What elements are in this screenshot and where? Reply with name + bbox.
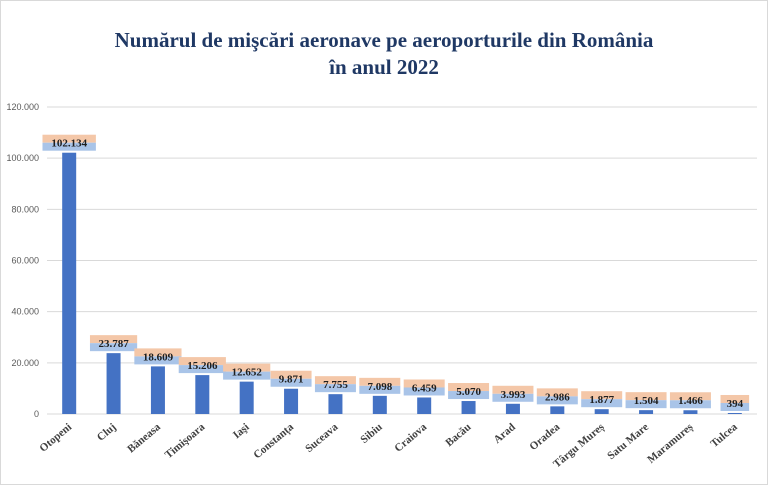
y-tick-label: 20.000 (11, 358, 39, 368)
data-label: 15.206 (187, 360, 218, 372)
y-tick-label: 100.000 (6, 153, 39, 163)
data-label-box-top (223, 363, 271, 372)
bar (683, 410, 698, 414)
x-tick-label: Cluj (95, 421, 119, 444)
data-label-box-top (625, 392, 667, 401)
data-label-box-top (403, 379, 445, 388)
data-label-box-bottom (536, 396, 578, 405)
x-tick-label: Oradea (527, 421, 562, 453)
bar (239, 381, 254, 414)
x-tick-label: Maramureș (645, 421, 696, 466)
data-label-box-top (669, 392, 711, 401)
bar (639, 410, 654, 414)
data-label-box-bottom (42, 142, 96, 151)
data-label: 1.466 (678, 395, 703, 407)
data-label-box-top (720, 394, 750, 403)
bar (461, 401, 476, 414)
bar (417, 397, 432, 414)
data-label-box-bottom (720, 402, 750, 411)
data-label: 23.787 (98, 338, 129, 350)
data-label: 1.877 (589, 394, 614, 406)
data-label: 102.134 (51, 138, 87, 150)
data-label-box-bottom (625, 400, 667, 409)
x-tick-label: Timişoara (163, 421, 208, 461)
data-label-box-top (492, 385, 534, 394)
data-label: 5.070 (456, 386, 481, 398)
data-label-box-bottom (359, 385, 401, 394)
bar (106, 353, 121, 414)
x-tick-label: Craiova (392, 421, 429, 455)
bar (328, 394, 343, 414)
data-label-box-bottom (178, 365, 226, 374)
x-tick-label: Arad (491, 421, 517, 446)
data-label-box-bottom (134, 356, 182, 365)
data-label-box-bottom (314, 384, 356, 393)
data-label: 18.609 (143, 351, 174, 363)
x-tick-label: Constanța (251, 421, 296, 462)
data-label: 3.993 (501, 389, 526, 401)
data-label-box-top (270, 370, 312, 379)
data-label-box-bottom (89, 343, 138, 352)
data-label-box-top (536, 388, 578, 397)
bar (150, 366, 165, 414)
y-tick-label: 60.000 (11, 256, 39, 266)
data-label-box-top (134, 348, 182, 357)
data-label-box-bottom (581, 399, 623, 408)
bar (550, 406, 565, 414)
bar (594, 409, 609, 414)
x-tick-label: Tulcea (708, 421, 740, 450)
data-label-box-top (581, 391, 623, 400)
data-label-box-bottom (448, 391, 490, 400)
data-label-box-bottom (270, 378, 312, 387)
x-tick-label: Băneasa (125, 421, 163, 456)
data-label-box-top (178, 357, 226, 366)
y-tick-label: 0 (34, 409, 39, 419)
data-label-box-top (314, 376, 356, 385)
data-label-box-top (89, 335, 138, 344)
data-label: 7.098 (367, 381, 392, 393)
data-label: 1.504 (634, 395, 659, 407)
y-tick-label: 40.000 (11, 307, 39, 317)
bar (372, 395, 387, 414)
data-label: 2.986 (545, 391, 570, 403)
bar (62, 152, 77, 414)
chart-title-line-2: în anul 2022 (329, 55, 439, 79)
x-tick-label: Iaşi (231, 421, 252, 441)
chart-title: Numărul de mişcări aeronave pe aeroportu… (1, 27, 767, 81)
y-tick-label: 120.000 (6, 102, 39, 112)
data-label-box-top (359, 377, 401, 386)
bar (195, 375, 210, 414)
data-label-box-bottom (669, 400, 711, 409)
bar (284, 388, 299, 414)
y-tick-label: 80.000 (11, 204, 39, 214)
x-tick-label: Satu Mare (605, 421, 651, 462)
data-label-box-bottom (223, 371, 271, 380)
data-label-box-bottom (492, 393, 534, 402)
x-tick-label: Sibiu (358, 421, 384, 446)
bar (505, 403, 520, 414)
data-label: 12.652 (232, 367, 263, 379)
data-label-box-top (42, 134, 96, 143)
data-label-box-bottom (403, 387, 445, 396)
data-label-box-top (448, 383, 490, 392)
chart-title-line-1: Numărul de mişcări aeronave pe aeroportu… (114, 28, 654, 52)
data-label: 7.755 (323, 379, 348, 391)
data-label: 394 (727, 398, 744, 410)
x-tick-label: Bacău (443, 421, 473, 449)
data-label: 6.459 (412, 382, 437, 394)
x-tick-label: Otopeni (37, 421, 74, 455)
x-tick-label: Suceava (303, 421, 341, 455)
data-label: 9.871 (279, 374, 304, 386)
bar (727, 412, 742, 414)
